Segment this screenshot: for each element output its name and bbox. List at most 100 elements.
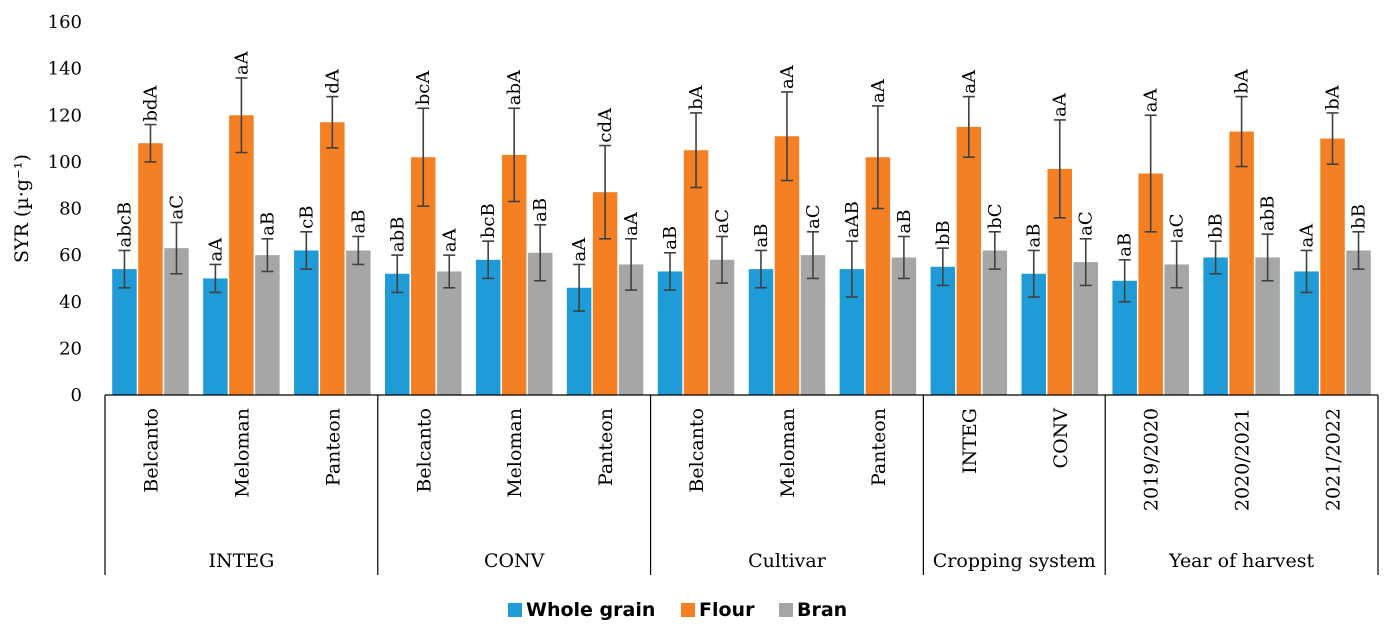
data-label: aB	[660, 226, 681, 250]
bar	[956, 126, 982, 395]
x-tick-label: Panteon	[322, 408, 344, 486]
data-label: aA	[1050, 92, 1071, 117]
x-tick-label: Meloman	[777, 408, 799, 498]
bar	[930, 266, 956, 395]
group-label: CONV	[484, 550, 545, 572]
data-label: bB	[933, 220, 954, 245]
data-label: aC	[803, 204, 824, 229]
data-label: bcB	[478, 203, 499, 238]
bar	[1320, 138, 1345, 395]
data-label: abA	[504, 69, 525, 105]
data-label: aA	[1297, 223, 1318, 248]
bar	[475, 259, 501, 395]
data-label: abB	[387, 217, 408, 252]
data-label: aAB	[842, 201, 863, 238]
data-label: aC	[1076, 211, 1097, 236]
data-label: aA	[868, 78, 889, 103]
x-tick-label: Panteon	[868, 408, 890, 486]
data-label: bA	[1232, 68, 1253, 94]
data-label: aA	[621, 211, 642, 236]
data-label: aB	[1115, 233, 1136, 257]
data-label: aC	[166, 195, 187, 220]
bar	[112, 269, 137, 395]
data-label: aB	[894, 210, 915, 234]
y-tick-label: 160	[48, 12, 82, 33]
y-tick-label: 20	[59, 338, 82, 359]
bar	[437, 271, 462, 395]
data-label: bA	[686, 84, 707, 110]
legend-swatch	[681, 603, 695, 617]
bar	[255, 255, 280, 395]
data-label: cB	[296, 206, 317, 229]
data-label: aA	[1141, 88, 1162, 113]
y-tick-label: 120	[48, 105, 82, 126]
bar	[891, 257, 917, 395]
bar	[1203, 257, 1228, 395]
x-tick-label: Meloman	[504, 408, 526, 498]
bar	[683, 150, 709, 395]
data-label: bB	[1349, 204, 1370, 229]
data-label: bcA	[413, 70, 434, 106]
data-label: cdA	[595, 107, 616, 143]
bar	[229, 115, 254, 395]
data-label: aA	[205, 237, 226, 262]
x-tick-label: Belcanto	[413, 408, 435, 493]
x-tick-label: 2019/2020	[1141, 408, 1163, 511]
x-tick-label: Belcanto	[686, 408, 708, 493]
x-tick-label: Belcanto	[140, 408, 162, 493]
bar	[294, 250, 319, 395]
data-label: bC	[985, 204, 1006, 229]
legend-swatch	[508, 603, 522, 617]
data-label: aB	[257, 212, 278, 236]
legend-label: Whole grain	[526, 599, 655, 621]
data-label: aB	[1024, 223, 1045, 247]
data-label: aB	[530, 198, 551, 222]
bar	[1346, 250, 1371, 395]
bar	[320, 122, 345, 396]
data-label: aC	[1167, 214, 1188, 239]
data-label: abB	[1258, 196, 1279, 231]
x-tick-label: 2021/2022	[1323, 408, 1345, 511]
group-label: Cultivar	[748, 550, 827, 572]
y-tick-label: 60	[59, 245, 82, 266]
y-tick-label: 140	[48, 59, 82, 80]
bar	[203, 278, 228, 395]
legend-label: Flour	[699, 599, 755, 621]
y-tick-label: 0	[71, 385, 82, 406]
x-tick-label: 2020/2021	[1232, 408, 1254, 511]
legend-label: Bran	[797, 599, 847, 621]
bar	[385, 273, 410, 395]
bar	[1229, 131, 1254, 395]
data-label: aA	[959, 69, 980, 94]
data-label: bA	[1323, 84, 1344, 110]
data-label: aA	[777, 64, 798, 89]
data-label: aA	[439, 227, 460, 252]
data-label: aB	[348, 210, 369, 234]
y-tick-label: 100	[48, 152, 82, 173]
y-tick-label: 40	[59, 292, 82, 313]
x-tick-label: CONV	[1050, 408, 1072, 469]
group-label: Cropping system	[933, 550, 1096, 572]
bar	[748, 269, 774, 395]
bar	[657, 271, 683, 395]
data-label: abcB	[114, 202, 135, 248]
group-label: INTEG	[208, 550, 274, 572]
bar	[346, 250, 371, 395]
group-label: Year of harvest	[1168, 550, 1314, 572]
x-tick-label: INTEG	[959, 408, 981, 474]
legend-swatch	[779, 603, 793, 617]
data-label: bdA	[140, 85, 161, 122]
bar	[982, 250, 1008, 395]
y-axis-title: SYR (µ·g⁻¹)	[11, 154, 33, 263]
data-label: aA	[231, 50, 252, 75]
y-tick-label: 80	[59, 199, 82, 220]
data-label: aA	[569, 237, 590, 262]
x-tick-label: Meloman	[231, 408, 253, 498]
data-label: dA	[322, 68, 343, 94]
data-label: aB	[751, 223, 772, 247]
data-label: bB	[1206, 213, 1227, 238]
bar	[138, 143, 163, 395]
data-label: aC	[712, 209, 733, 234]
